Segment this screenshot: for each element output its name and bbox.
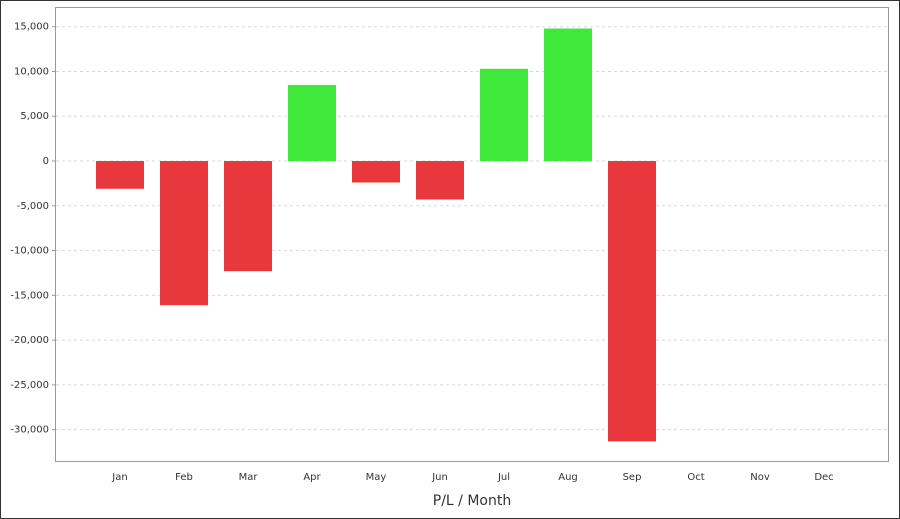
x-tick-label: Aug (558, 472, 578, 483)
bar (352, 161, 400, 183)
y-tick-label: -15,000 (10, 290, 49, 301)
bar (96, 161, 144, 189)
bar (288, 84, 336, 162)
x-tick-label: Jul (497, 472, 510, 483)
x-tick-label: Dec (814, 472, 833, 483)
x-tick-label: Oct (687, 472, 704, 483)
y-tick-label: -30,000 (10, 425, 49, 436)
bar (480, 68, 528, 162)
x-tick-label: May (366, 472, 387, 483)
x-tick-label: Feb (175, 472, 193, 483)
y-tick-label: -25,000 (10, 380, 49, 391)
x-tick-label: Jan (111, 472, 127, 483)
y-tick-label: -20,000 (10, 335, 49, 346)
y-tick-label: -5,000 (17, 201, 49, 212)
x-tick-label: Nov (750, 472, 770, 483)
y-tick-label: 5,000 (20, 111, 49, 122)
bar (608, 161, 656, 442)
x-tick-label: Apr (303, 472, 321, 483)
y-tick-label: 10,000 (14, 66, 49, 77)
y-tick-label: -10,000 (10, 246, 49, 257)
bar (224, 161, 272, 272)
x-tick-label: Sep (623, 472, 642, 483)
x-tick-label: Jun (431, 472, 448, 483)
y-tick-label: 15,000 (14, 22, 49, 33)
y-tick-label: 0 (43, 156, 49, 167)
x-axis-label: P/L / Month (433, 493, 511, 509)
bar (544, 28, 592, 162)
x-tick-label: Mar (239, 472, 259, 483)
bar (160, 161, 208, 306)
bar (416, 161, 464, 200)
